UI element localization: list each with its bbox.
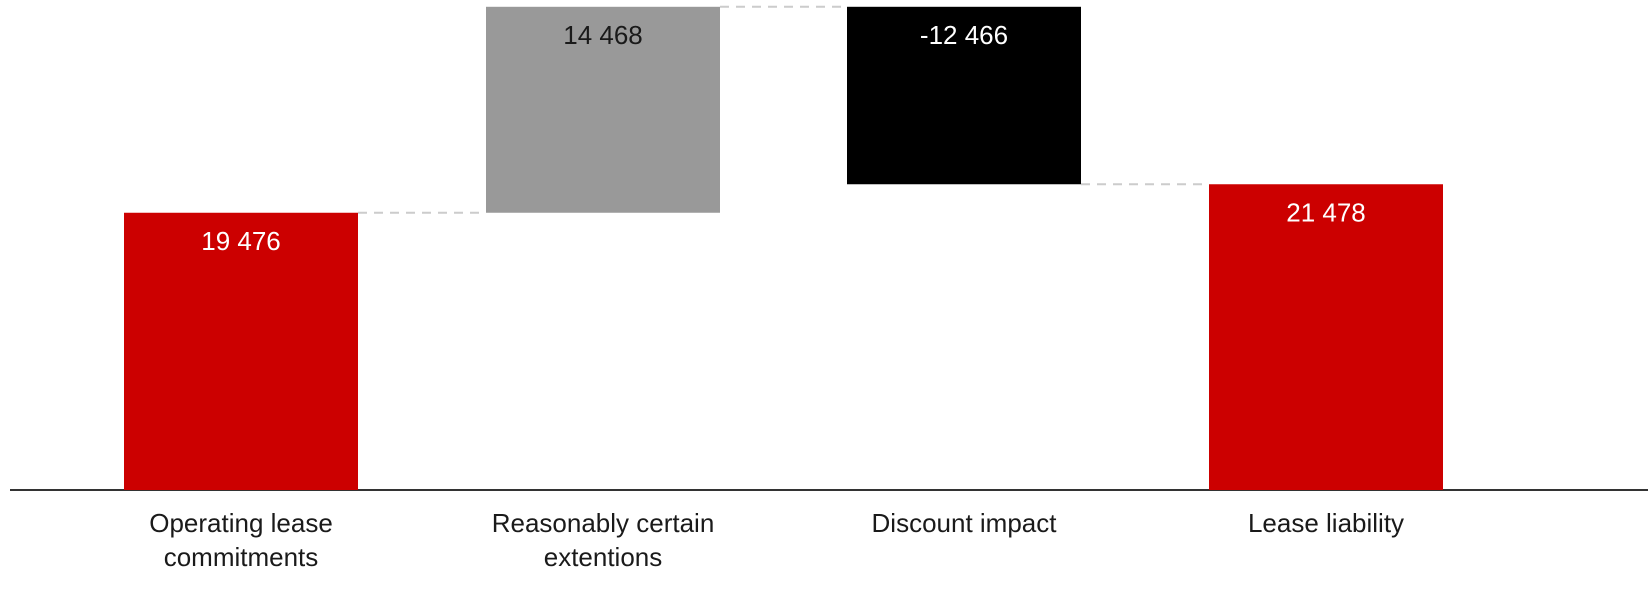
data-label: -12 466	[920, 20, 1008, 50]
category-label: Operating lease commitments	[149, 508, 333, 572]
connector-lines	[358, 5, 1209, 214]
category-label: Discount impact	[872, 508, 1058, 538]
category-label: Lease liability	[1248, 508, 1404, 538]
category-label: Reasonably certain extentions	[492, 508, 715, 572]
data-label: 21 478	[1286, 197, 1366, 227]
bar-increase	[486, 6, 720, 213]
data-labels-group: 19 476 14 468 -12 466 21 478	[201, 20, 1366, 256]
data-label: 14 468	[563, 20, 643, 50]
data-label: 19 476	[201, 226, 281, 256]
category-labels-group: Operating lease commitments Reasonably cer…	[149, 508, 1404, 572]
bar-total	[124, 212, 358, 490]
bars-group	[124, 6, 1443, 491]
bar-total	[1209, 184, 1443, 491]
bar-decrease	[847, 6, 1081, 185]
